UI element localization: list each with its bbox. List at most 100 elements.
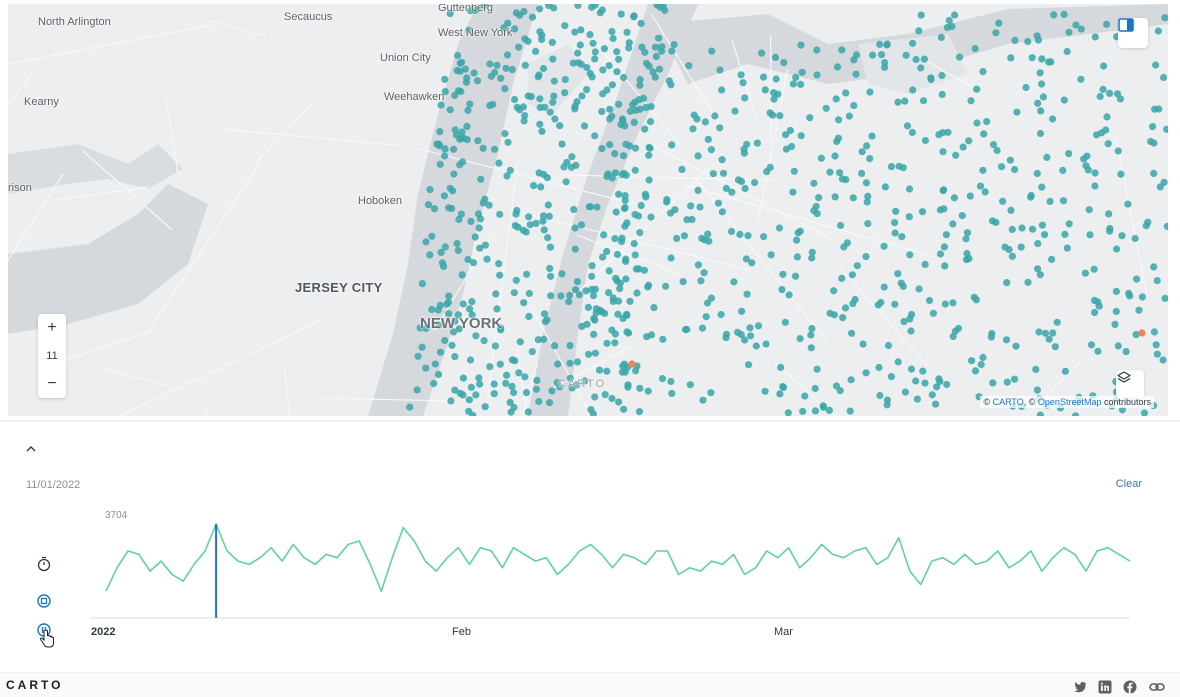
data-point[interactable] bbox=[1040, 93, 1047, 100]
data-point[interactable] bbox=[912, 377, 919, 384]
data-point[interactable] bbox=[701, 236, 708, 243]
data-point[interactable] bbox=[808, 344, 815, 351]
data-point[interactable] bbox=[614, 251, 621, 258]
data-point[interactable] bbox=[575, 59, 582, 66]
time-series-chart[interactable]: 3704 2022 Feb Mar bbox=[0, 500, 1180, 650]
data-point[interactable] bbox=[445, 204, 452, 211]
data-point[interactable] bbox=[888, 163, 895, 170]
data-point[interactable] bbox=[668, 48, 675, 55]
data-point[interactable] bbox=[533, 386, 540, 393]
data-point[interactable] bbox=[739, 79, 746, 86]
linkedin-icon[interactable] bbox=[1098, 680, 1112, 694]
data-point[interactable] bbox=[425, 201, 432, 208]
data-point[interactable] bbox=[578, 92, 585, 99]
data-point[interactable] bbox=[949, 299, 956, 306]
data-point[interactable] bbox=[659, 336, 666, 343]
data-point[interactable] bbox=[1082, 270, 1089, 277]
data-point[interactable] bbox=[491, 390, 498, 397]
data-point[interactable] bbox=[619, 369, 626, 376]
data-point[interactable] bbox=[588, 262, 595, 269]
data-point[interactable] bbox=[565, 298, 572, 305]
data-point[interactable] bbox=[951, 194, 958, 201]
data-point[interactable] bbox=[695, 261, 702, 268]
data-point[interactable] bbox=[926, 297, 933, 304]
data-point[interactable] bbox=[998, 163, 1005, 170]
data-point[interactable] bbox=[776, 224, 783, 231]
data-point[interactable] bbox=[668, 390, 675, 397]
data-point[interactable] bbox=[464, 107, 471, 114]
data-point[interactable] bbox=[882, 183, 889, 190]
data-point[interactable] bbox=[509, 66, 516, 73]
data-point[interactable] bbox=[623, 328, 630, 335]
twitter-icon[interactable] bbox=[1073, 680, 1087, 694]
data-point[interactable] bbox=[699, 397, 706, 404]
data-point[interactable] bbox=[711, 112, 718, 119]
data-point[interactable] bbox=[667, 254, 674, 261]
data-point[interactable] bbox=[504, 51, 511, 58]
data-point[interactable] bbox=[1117, 171, 1124, 178]
data-point[interactable] bbox=[696, 204, 703, 211]
data-point[interactable] bbox=[659, 375, 666, 382]
data-point[interactable] bbox=[475, 210, 482, 217]
data-point[interactable] bbox=[535, 398, 542, 405]
data-point[interactable] bbox=[864, 193, 871, 200]
data-point[interactable] bbox=[583, 86, 590, 93]
data-point[interactable] bbox=[1038, 80, 1045, 87]
data-point[interactable] bbox=[812, 407, 819, 414]
data-point[interactable] bbox=[720, 170, 727, 177]
data-point[interactable] bbox=[574, 358, 581, 365]
data-point[interactable] bbox=[797, 335, 804, 342]
map[interactable]: North Arlington Secaucus Guttenberg West… bbox=[8, 4, 1168, 416]
data-point[interactable] bbox=[902, 389, 909, 396]
data-point[interactable] bbox=[572, 246, 579, 253]
data-point[interactable] bbox=[463, 79, 470, 86]
data-point[interactable] bbox=[772, 54, 779, 61]
data-point[interactable] bbox=[497, 361, 504, 368]
data-point[interactable] bbox=[963, 250, 970, 257]
data-point[interactable] bbox=[436, 128, 443, 135]
data-point[interactable] bbox=[537, 104, 544, 111]
data-point[interactable] bbox=[808, 325, 815, 332]
data-point[interactable] bbox=[1094, 348, 1101, 355]
data-point[interactable] bbox=[839, 175, 846, 182]
data-point[interactable] bbox=[613, 209, 620, 216]
data-point[interactable] bbox=[849, 271, 856, 278]
data-point[interactable] bbox=[746, 324, 753, 331]
data-point[interactable] bbox=[950, 333, 957, 340]
data-point[interactable] bbox=[869, 52, 876, 59]
data-point[interactable] bbox=[474, 77, 481, 84]
data-point[interactable] bbox=[646, 144, 653, 151]
data-point[interactable] bbox=[590, 292, 597, 299]
data-point[interactable] bbox=[406, 404, 413, 411]
data-point[interactable] bbox=[1065, 150, 1072, 157]
data-point[interactable] bbox=[538, 36, 545, 43]
data-point[interactable] bbox=[668, 141, 675, 148]
data-point[interactable] bbox=[770, 96, 777, 103]
data-point[interactable] bbox=[878, 51, 885, 58]
osm-link[interactable]: OpenStreetMap bbox=[1038, 397, 1102, 407]
data-point[interactable] bbox=[612, 275, 619, 282]
data-point[interactable] bbox=[635, 265, 642, 272]
data-point[interactable] bbox=[813, 203, 820, 210]
data-point[interactable] bbox=[839, 314, 846, 321]
data-point[interactable] bbox=[480, 199, 487, 206]
data-point[interactable] bbox=[965, 137, 972, 144]
data-point[interactable] bbox=[605, 289, 612, 296]
data-point[interactable] bbox=[1064, 48, 1071, 55]
data-point[interactable] bbox=[474, 137, 481, 144]
data-point[interactable] bbox=[760, 233, 767, 240]
data-point[interactable] bbox=[574, 4, 581, 9]
data-point[interactable] bbox=[751, 179, 758, 186]
data-point[interactable] bbox=[1103, 21, 1110, 28]
data-point[interactable] bbox=[827, 310, 834, 317]
data-point[interactable] bbox=[814, 366, 821, 373]
data-point[interactable] bbox=[973, 86, 980, 93]
data-point[interactable] bbox=[454, 67, 461, 74]
data-point[interactable] bbox=[561, 89, 568, 96]
data-point[interactable] bbox=[835, 116, 842, 123]
data-point[interactable] bbox=[658, 43, 665, 50]
data-point[interactable] bbox=[719, 208, 726, 215]
data-point[interactable] bbox=[540, 212, 547, 219]
data-point[interactable] bbox=[978, 361, 985, 368]
data-point[interactable] bbox=[738, 308, 745, 315]
